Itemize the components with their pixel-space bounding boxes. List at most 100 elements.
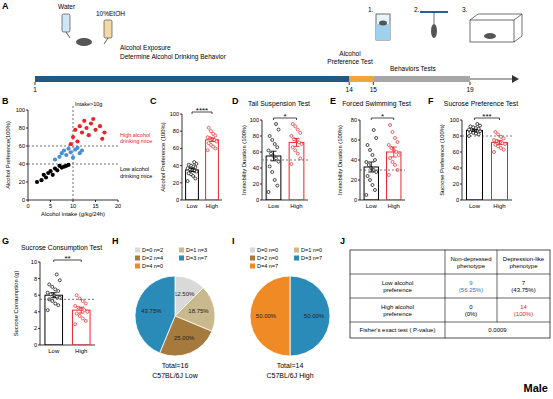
data-point <box>291 123 294 126</box>
panel-letter: D <box>232 96 239 106</box>
annotation: Total=14 <box>277 362 304 369</box>
data-point <box>78 314 81 317</box>
data-point <box>49 293 52 296</box>
tick-label: 20 <box>453 181 459 187</box>
tick-label: 60 <box>173 145 179 151</box>
stage-label: Alcohol Exposure <box>120 44 171 52</box>
table-cell: (100%) <box>514 311 533 317</box>
scatter-point <box>44 175 48 179</box>
error-bar <box>209 138 215 141</box>
tick-label: 40 <box>453 165 459 171</box>
y-tick <box>38 328 40 329</box>
data-point <box>194 177 197 180</box>
data-point <box>75 312 78 315</box>
y-tick <box>260 136 262 137</box>
stage-label: Behaviors Tests <box>390 65 437 72</box>
annotation: C57BL/6J High <box>266 372 313 380</box>
scatter-point <box>91 117 95 121</box>
x-tick <box>50 200 51 202</box>
scatter-point <box>73 128 77 132</box>
data-point <box>81 317 84 320</box>
category-label: Low <box>366 203 378 209</box>
table-cell: 14 <box>520 304 527 310</box>
panel-letter: J <box>340 236 345 246</box>
table-rule <box>350 298 550 299</box>
test-number: 2. <box>414 6 420 13</box>
title: Tail Suspension Test <box>248 100 310 108</box>
bar <box>45 295 63 345</box>
y-tick <box>358 140 360 141</box>
data-point <box>273 143 276 146</box>
data-point <box>476 123 479 126</box>
panel-letter: A <box>2 1 9 11</box>
scatter-point <box>48 169 52 173</box>
error-bar <box>189 168 195 171</box>
scatter-point <box>82 119 86 123</box>
tick-label: 60 <box>19 143 25 149</box>
mouse-icon <box>76 38 92 46</box>
scatter-point <box>102 130 106 134</box>
scatter-point <box>87 133 91 137</box>
y-tick <box>38 278 40 279</box>
data-point <box>366 175 369 178</box>
table-rule <box>350 322 550 323</box>
bottle-spout <box>66 32 70 38</box>
data-point <box>267 191 270 194</box>
y-tick <box>358 200 360 201</box>
panel-letter: F <box>428 96 434 106</box>
water-icon <box>376 24 390 40</box>
table-rule <box>445 250 446 338</box>
tick-label: 0 <box>22 197 25 203</box>
data-point <box>193 161 196 164</box>
y-tick <box>38 262 40 263</box>
error-bar <box>271 151 277 161</box>
timeline-segment <box>35 76 349 82</box>
bottle-spout <box>104 38 108 44</box>
data-point <box>212 132 215 135</box>
pie-slice <box>250 276 290 356</box>
data-label: 50.00% <box>256 313 277 319</box>
scatter-point <box>66 163 70 167</box>
tape-icon <box>434 12 435 24</box>
y-tick <box>180 182 182 183</box>
error-bar <box>294 138 300 146</box>
tick-label: 80 <box>173 128 179 134</box>
data-point <box>294 125 297 128</box>
data-point <box>207 142 210 145</box>
y-axis <box>462 120 463 200</box>
table-cell: (0%) <box>465 311 478 317</box>
table-cell: Fisher's exact test ( P-value) <box>360 327 436 333</box>
data-point <box>299 131 302 134</box>
data-point <box>469 125 472 128</box>
table-cell: 0 <box>469 304 473 310</box>
title: Sucrose Preference Test <box>444 100 518 107</box>
table-rule <box>497 250 498 322</box>
data-point <box>83 309 86 312</box>
data-point <box>51 285 54 288</box>
table-frame <box>350 250 550 338</box>
day-label: 15 <box>370 86 378 93</box>
y-tick <box>38 345 40 346</box>
data-point <box>48 283 51 286</box>
tick-label: 0 <box>354 197 357 203</box>
data-point <box>391 131 394 134</box>
scatter-point <box>69 142 73 146</box>
plot-area <box>462 123 512 201</box>
scatter-point <box>84 126 88 130</box>
tick-label: 100 <box>170 111 179 117</box>
tick-label: 2 <box>34 325 37 331</box>
scatter-point <box>57 155 61 159</box>
annotation: drinking mice <box>120 138 152 144</box>
threshold-line <box>462 136 512 137</box>
data-label: 50.00% <box>304 313 325 319</box>
threshold-line <box>40 299 95 300</box>
panel-letter: G <box>2 236 9 246</box>
axis-label: Alcohol intake (g/kg/24h) <box>41 211 105 217</box>
table-cell: 7 <box>522 280 526 286</box>
data-point <box>268 135 271 138</box>
tick-label: 20 <box>351 177 357 183</box>
tick-label: 5 <box>49 203 52 209</box>
data-point <box>468 128 471 131</box>
data-point <box>86 310 89 313</box>
scatter-point <box>55 168 59 172</box>
